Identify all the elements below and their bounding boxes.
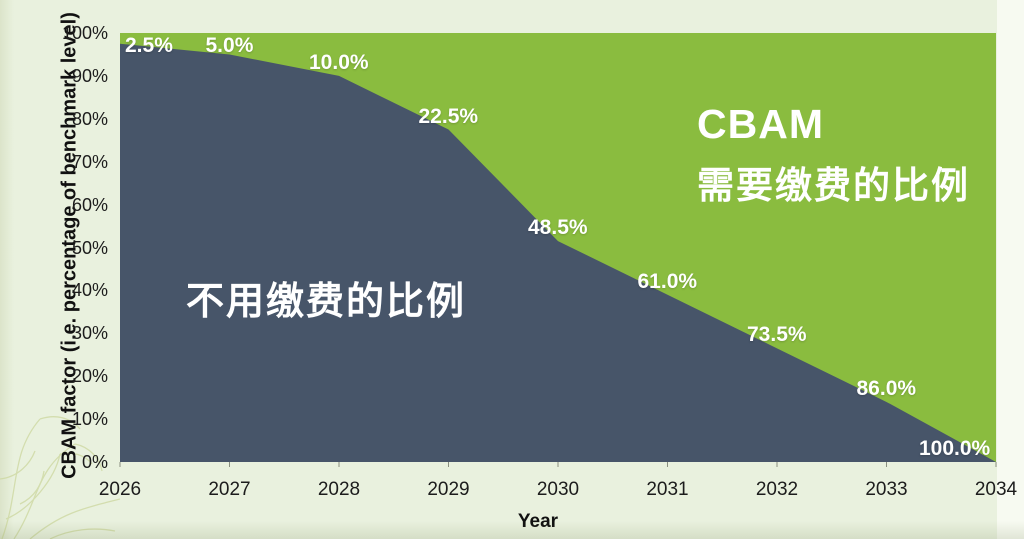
exempt-area-shape <box>120 43 996 462</box>
data-label: 2.5% <box>125 34 173 57</box>
y-axis-tick-label: 20% <box>71 366 108 387</box>
y-axis-tick-label: 10% <box>71 409 108 430</box>
y-axis-tick-label: 100% <box>61 23 108 43</box>
x-axis-tick-label: 2031 <box>646 479 689 500</box>
data-label: 61.0% <box>637 269 698 293</box>
data-label: 48.5% <box>528 216 588 240</box>
data-label: 73.5% <box>747 323 807 347</box>
bottom-fade <box>0 521 1024 539</box>
y-axis-tick-label: 0% <box>81 452 108 472</box>
data-label: 5.0% <box>205 34 254 57</box>
x-axis-tick-label: 2026 <box>98 479 142 500</box>
x-axis-title: Year <box>518 511 558 533</box>
y-axis-tick-label: 70% <box>71 151 108 172</box>
x-axis-ticks <box>119 462 997 467</box>
y-axis-tick-label: 60% <box>71 194 108 215</box>
exempt-area-label: 不用缴费的比例 <box>186 281 467 323</box>
y-axis-tick-label: 80% <box>71 108 108 129</box>
left-edge-shade <box>0 0 14 539</box>
x-axis-tick-label: 2029 <box>427 479 470 500</box>
y-axis-tick-label: 90% <box>71 65 108 86</box>
data-label: 22.5% <box>418 104 479 128</box>
x-axis-tick-label: 2034 <box>974 479 1018 500</box>
right-edge-strip <box>997 0 1024 539</box>
x-axis-tick-label: 2032 <box>755 479 799 500</box>
cbam-area-label-line2: 需要缴费的比例 <box>697 165 970 206</box>
cbam-area-label-line1: CBAM <box>697 101 824 147</box>
cbam-area-label: CBAM 需要缴费的比例 <box>697 101 970 209</box>
x-axis-tick-label: 2030 <box>536 479 580 500</box>
x-axis-tick-label: 2028 <box>317 479 361 500</box>
data-label: 10.0% <box>309 50 369 74</box>
branch-decoration-icon <box>0 416 121 539</box>
data-label: 100.0% <box>919 437 991 460</box>
y-axis-tick-label: 50% <box>71 237 108 258</box>
y-axis-tick-label: 40% <box>71 280 108 301</box>
data-label: 86.0% <box>856 376 917 400</box>
x-axis-tick-label: 2033 <box>865 479 908 500</box>
y-axis-tick-label: 30% <box>71 323 108 344</box>
x-axis-tick-label: 2027 <box>208 479 251 500</box>
